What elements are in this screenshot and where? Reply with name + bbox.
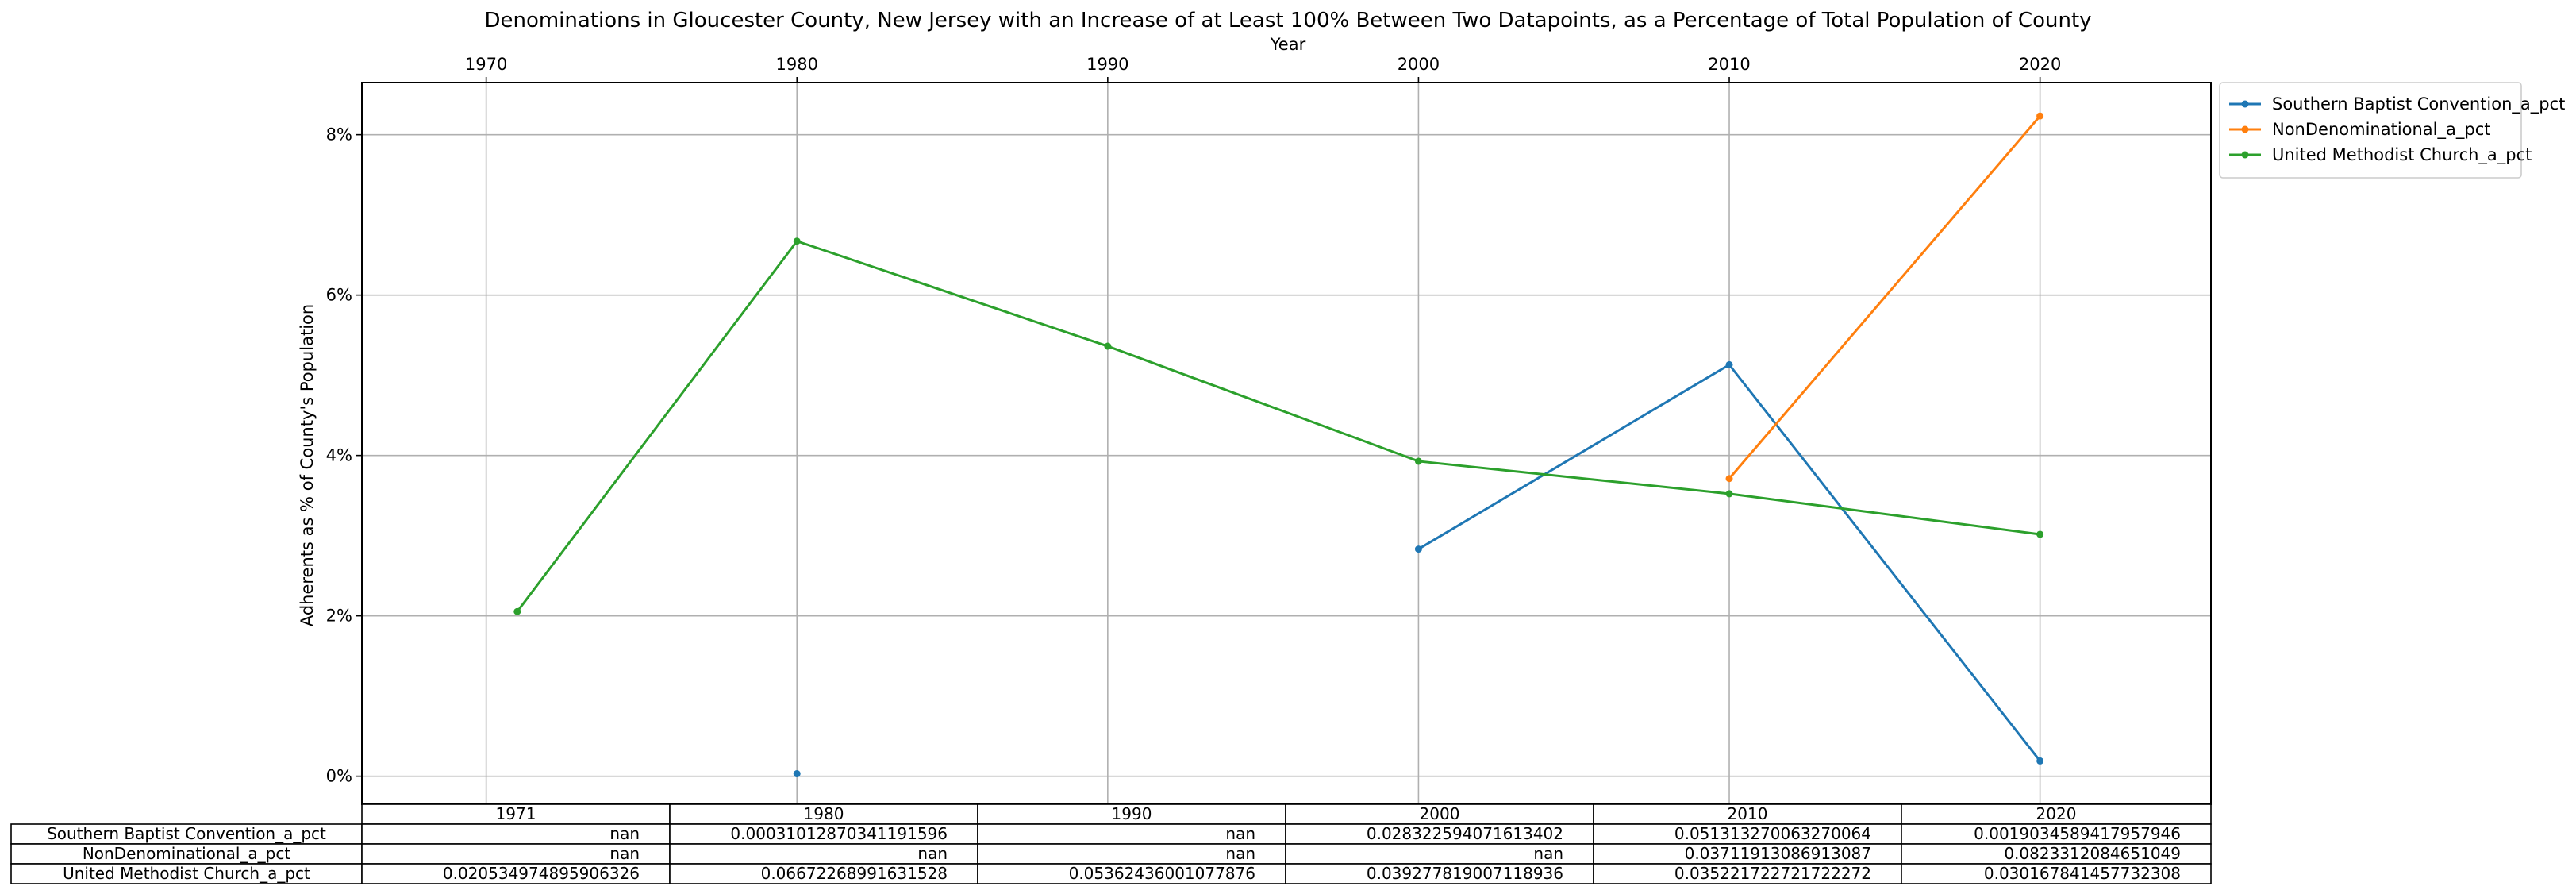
table-cell-value: 0.03711913086913087 — [1685, 844, 1871, 863]
table-cell-value: 0.00031012870341191596 — [730, 824, 948, 843]
table-cell — [977, 863, 1286, 884]
x-tick-label: 2000 — [1398, 55, 1440, 74]
x-tick-label: 2020 — [2019, 55, 2061, 74]
legend-label: United Methodist Church_a_pct — [2272, 145, 2532, 165]
table-cell — [669, 863, 978, 884]
data-point-0 — [793, 770, 801, 778]
table-cell — [1593, 843, 1902, 865]
gridlines — [362, 83, 2211, 804]
table-cell — [1593, 823, 1902, 845]
data-point-1 — [1725, 475, 1733, 483]
data-point-2 — [513, 607, 521, 615]
data-point-2 — [1725, 490, 1733, 498]
table-cell-value: nan — [1225, 824, 1255, 843]
table-cell — [1285, 823, 1594, 845]
table-cell — [361, 823, 671, 845]
table-row-label-cell — [10, 823, 363, 845]
table-column-header: 2010 — [1728, 804, 1768, 823]
legend-swatch-marker — [2241, 151, 2249, 159]
axis-ticks: 1970 1980 1990 2000 2010 2020 0% 2% 4% 6% 8% — [326, 55, 2062, 786]
table-cell-value: nan — [609, 844, 640, 863]
legend-frame — [2219, 82, 2522, 179]
data-table: 1971 1980 1990 2000 2010 2020 Southern Baptist… — [10, 803, 2212, 884]
legend-swatch-marker — [2241, 100, 2249, 108]
data-point-2 — [2036, 530, 2044, 538]
table-cell-value: nan — [609, 824, 640, 843]
table-row-label: NonDenominational_a_pct — [83, 844, 291, 863]
y-tick-label: 2% — [326, 607, 352, 626]
y-tick-label: 4% — [326, 446, 352, 465]
data-point-0 — [2036, 757, 2044, 765]
table-column-header: 2000 — [1420, 804, 1460, 823]
table-column-header: 1990 — [1112, 804, 1152, 823]
table-cell — [977, 843, 1286, 865]
table-cell — [1901, 843, 2212, 865]
legend: Southern Baptist Convention_a_pct NonDeno… — [2219, 82, 2565, 179]
table-cell-value: 0.0823312084651049 — [2004, 844, 2181, 863]
table-cell — [361, 843, 671, 865]
y-tick-label: 8% — [326, 125, 352, 145]
data-point-1 — [2036, 112, 2044, 120]
table-cell — [1901, 823, 2212, 845]
table-column-header: 2020 — [2036, 804, 2077, 823]
table-header-cell — [1285, 803, 1594, 825]
series-line-1 — [1728, 115, 2041, 480]
data-point-0 — [1414, 545, 1422, 553]
legend-swatch-marker — [2241, 125, 2249, 133]
legend-label: Southern Baptist Convention_a_pct — [2272, 94, 2565, 114]
x-tick-label: 1980 — [776, 55, 818, 74]
table-header-cell — [1901, 803, 2212, 825]
table-cell-value: 0.028322594071613402 — [1367, 824, 1563, 843]
table-cell-value: 0.051313270063270064 — [1674, 824, 1871, 843]
y-tick-label: 6% — [326, 286, 352, 305]
chart-title: Denominations in Gloucester County, New … — [484, 9, 2091, 33]
table-row-label: United Methodist Church_a_pct — [63, 864, 310, 883]
table-cell-value: 0.020534974895906326 — [443, 864, 640, 883]
table-header-cell — [977, 803, 1286, 825]
y-tick-label: 0% — [326, 767, 352, 786]
series-line-2 — [516, 240, 2040, 613]
table-cell-value: nan — [1225, 844, 1255, 863]
y-axis-label: Adherents as % of County's Population — [298, 304, 317, 626]
table-column-header: 1980 — [804, 804, 844, 823]
table-column-header: 1971 — [496, 804, 536, 823]
table-cell — [977, 823, 1286, 845]
plot-lines — [513, 112, 2044, 778]
table-row-label: Southern Baptist Convention_a_pct — [47, 824, 326, 843]
data-point-2 — [793, 237, 801, 245]
data-point-2 — [1104, 342, 1112, 350]
table-cell-value: nan — [917, 844, 948, 863]
table-cell-value: 0.035221722721722272 — [1674, 864, 1871, 883]
table-cell-value: 0.06672268991631528 — [761, 864, 948, 883]
legend-label: NonDenominational_a_pct — [2272, 120, 2491, 140]
table-cell-value: nan — [1533, 844, 1563, 863]
table-cell-value: 0.039277819007118936 — [1367, 864, 1563, 883]
table-cell — [1901, 863, 2212, 884]
data-point-0 — [1725, 360, 1733, 368]
table-cell — [1285, 863, 1594, 884]
x-tick-label: 1990 — [1086, 55, 1128, 74]
x-tick-label: 1970 — [465, 55, 507, 74]
table-cell-value: 0.05362436001077876 — [1069, 864, 1255, 883]
table-header-cell — [669, 803, 978, 825]
table-cell-value: 0.030167841457732308 — [1984, 864, 2181, 883]
table-cell — [669, 823, 978, 845]
x-tick-label: 2010 — [1708, 55, 1750, 74]
x-axis-label: Year — [1270, 35, 1306, 54]
plot-frame — [361, 82, 2212, 805]
data-point-2 — [1414, 457, 1422, 465]
table-cell — [1285, 843, 1594, 865]
table-cell-value: 0.0019034589417957946 — [1974, 824, 2181, 843]
